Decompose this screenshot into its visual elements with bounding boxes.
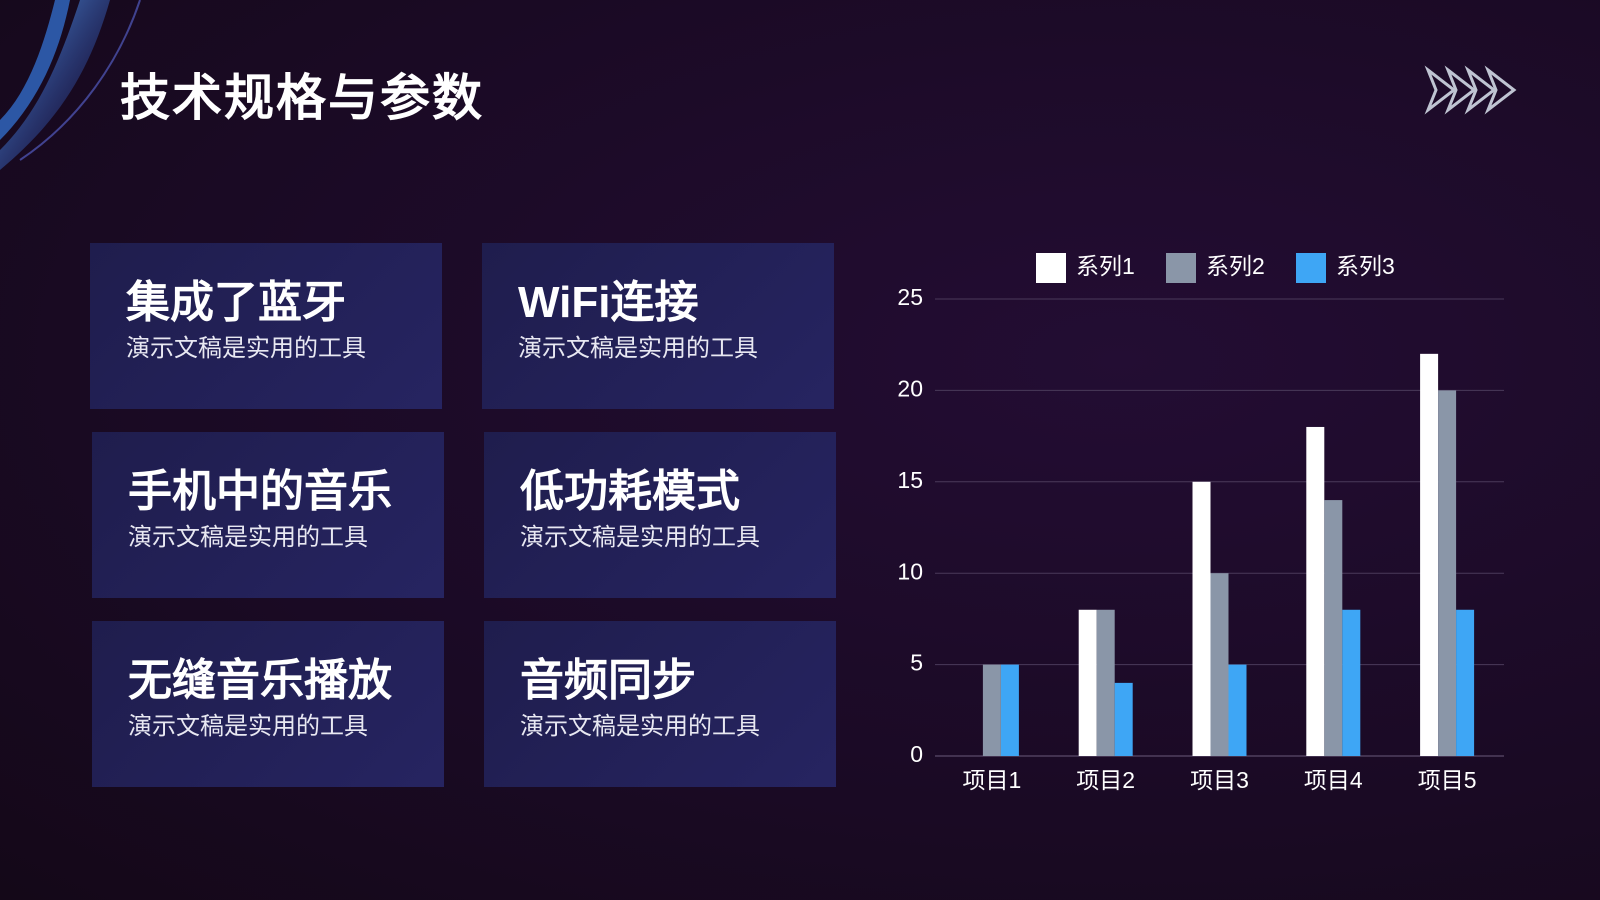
card-text: 演示文稿是实用的工具: [126, 335, 366, 362]
card-title: 集成了蓝牙: [126, 278, 346, 327]
bar: [1456, 609, 1475, 756]
bar: [1306, 426, 1325, 756]
card-title: WiFi连接: [518, 278, 699, 327]
bar: [1228, 664, 1247, 756]
bar: [1078, 609, 1097, 756]
legend-label: 系列2: [1206, 253, 1265, 279]
y-tick-label: 10: [897, 558, 923, 584]
bar: [1438, 390, 1457, 756]
card-text: 演示文稿是实用的工具: [520, 524, 760, 551]
card: 手机中的音乐演示文稿是实用的工具: [92, 432, 444, 598]
bar: [1096, 609, 1115, 756]
chevrons: [1424, 65, 1517, 115]
bar: [1000, 664, 1019, 756]
card-text: 演示文稿是实用的工具: [128, 524, 368, 551]
x-tick-label: 项目4: [1304, 767, 1363, 793]
x-tick-label: 项目2: [1076, 767, 1135, 793]
y-tick-label: 20: [897, 375, 923, 401]
card: 音频同步演示文稿是实用的工具: [484, 621, 836, 787]
card-text: 演示文稿是实用的工具: [520, 713, 760, 740]
page-title: 技术规格与参数: [120, 70, 484, 126]
card: 无缝音乐播放演示文稿是实用的工具: [92, 621, 444, 787]
y-tick-label: 15: [897, 467, 923, 493]
bar: [1342, 609, 1361, 756]
card: 低功耗模式演示文稿是实用的工具: [484, 432, 836, 598]
bar: [1192, 481, 1211, 756]
bar: [1114, 682, 1133, 756]
legend-swatch: [1036, 253, 1066, 283]
swirl: [0, 0, 110, 170]
legend-swatch: [1296, 253, 1326, 283]
legend-label: 系列1: [1076, 253, 1135, 279]
card-text: 演示文稿是实用的工具: [128, 713, 368, 740]
y-tick-label: 5: [910, 650, 923, 676]
y-tick-label: 25: [897, 284, 923, 310]
card: 集成了蓝牙演示文稿是实用的工具: [90, 243, 442, 409]
card-title: 无缝音乐播放: [128, 656, 392, 705]
legend-label: 系列3: [1336, 253, 1395, 279]
bar: [1210, 573, 1229, 756]
x-tick-label: 项目3: [1190, 767, 1249, 793]
card-title: 手机中的音乐: [128, 467, 392, 516]
card-title: 音频同步: [520, 656, 696, 705]
card-title: 低功耗模式: [520, 467, 740, 516]
card: WiFi连接演示文稿是实用的工具: [482, 243, 834, 409]
bar: [1420, 353, 1439, 756]
card-text: 演示文稿是实用的工具: [518, 335, 758, 362]
swirl-line: [19, 0, 141, 161]
y-tick-label: 0: [910, 741, 923, 767]
x-tick-label: 项目5: [1418, 767, 1477, 793]
x-tick-label: 项目1: [963, 767, 1022, 793]
bar: [982, 664, 1001, 756]
bar: [1324, 500, 1343, 756]
legend-swatch: [1166, 253, 1196, 283]
swirl: [0, 0, 70, 140]
